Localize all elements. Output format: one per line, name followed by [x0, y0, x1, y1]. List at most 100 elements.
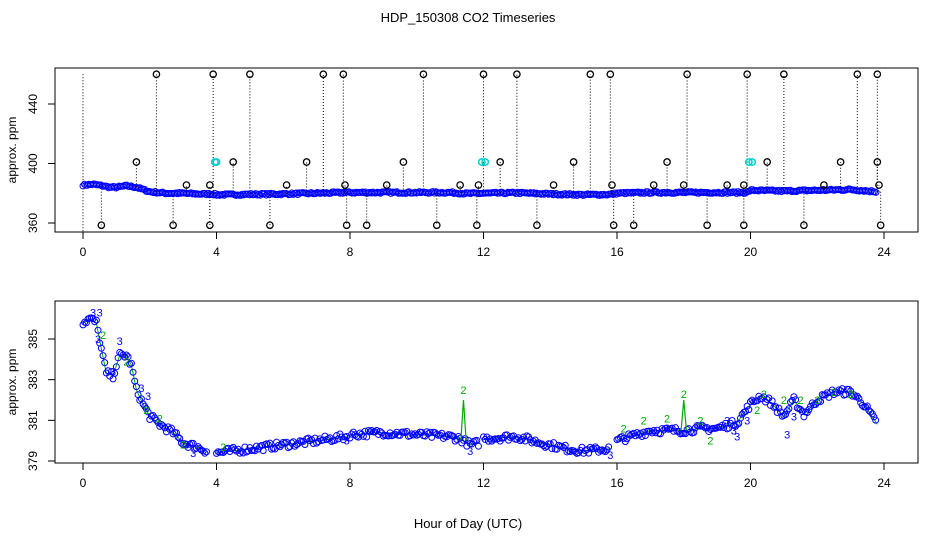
- top-outlier-near: [875, 181, 883, 189]
- bottom-data-point: [177, 439, 185, 447]
- bottom-data-point: [152, 416, 160, 424]
- bottom-ytick-label: 381: [26, 410, 40, 430]
- top-outlier-mid: [569, 158, 578, 166]
- bottom-data-label: 2: [220, 442, 226, 454]
- bottom-data-label: 2: [831, 387, 837, 399]
- bottom-data-label: 2: [781, 395, 787, 407]
- bottom-data-point: [111, 369, 119, 377]
- top-outlier-mid: [873, 158, 882, 166]
- bottom-data-point: [101, 359, 109, 367]
- bottom-data-label: 3: [95, 334, 101, 346]
- bottom-data-point: [92, 316, 100, 324]
- top-outlier-low: [205, 221, 214, 230]
- top-outlier-low: [876, 221, 885, 230]
- top-outlier-near: [649, 181, 658, 189]
- bottom-data-label: 2: [814, 395, 820, 407]
- bottom-data-label: 2: [848, 389, 854, 401]
- bottom-data-point: [736, 414, 744, 422]
- x-axis-label: Hour of Day (UTC): [414, 516, 522, 531]
- bottom-data-point: [308, 436, 316, 444]
- top-xtick-label: 12: [477, 245, 491, 259]
- bottom-data-point: [376, 427, 384, 435]
- bottom-data-point: [558, 442, 566, 450]
- bottom-data-label: 2: [761, 389, 767, 401]
- bottom-data-point: [641, 432, 649, 440]
- top-flag-point: [477, 158, 486, 166]
- top-outlier-high: [743, 70, 752, 79]
- bottom-data-point: [276, 443, 284, 451]
- bottom-data-label: 2: [157, 413, 163, 425]
- top-xtick-label: 16: [610, 245, 624, 259]
- top-outlier-low: [342, 221, 351, 230]
- top-flag-point: [481, 158, 490, 166]
- bottom-data-point: [867, 408, 875, 416]
- bottom-data-label: 2: [697, 415, 703, 427]
- top-outlier-high: [513, 70, 521, 79]
- bottom-data-point: [124, 353, 132, 361]
- top-outlier-low: [703, 221, 711, 230]
- bottom-xtick-label: 12: [477, 476, 491, 490]
- bottom-data-point: [690, 429, 698, 437]
- bottom-data-point: [850, 391, 858, 399]
- bottom-xtick-label: 16: [610, 476, 624, 490]
- bottom-data-point: [605, 443, 613, 451]
- bottom-data-label: 3: [110, 367, 116, 379]
- bottom-data-point: [625, 430, 633, 438]
- bottom-data-point: [161, 424, 169, 432]
- bottom-data-point: [670, 427, 678, 435]
- top-outlier-mid: [663, 158, 671, 166]
- top-outlier-low: [472, 221, 481, 230]
- bottom-data-point: [414, 430, 422, 438]
- bottom-data-point: [334, 435, 342, 443]
- bottom-data-label: 2: [180, 440, 186, 452]
- bottom-data-point: [319, 436, 327, 444]
- top-outlier-high: [319, 70, 328, 79]
- bottom-data-point: [172, 429, 180, 437]
- bottom-data-point: [213, 449, 220, 457]
- top-outlier-near: [282, 181, 291, 189]
- bottom-data-point: [548, 445, 556, 453]
- bottom-data-point: [743, 402, 751, 410]
- bottom-ytick-label: 383: [26, 369, 40, 389]
- top-outlier-high: [419, 70, 428, 79]
- bottom-data-point: [107, 368, 115, 376]
- bottom-data-point: [199, 447, 207, 455]
- bottom-data-label: 2: [460, 385, 466, 397]
- bottom-data-point: [251, 447, 259, 455]
- bottom-data-point: [748, 396, 756, 404]
- bottom-ytick-label: 379: [26, 451, 40, 471]
- top-outlier-high: [209, 70, 218, 79]
- bottom-data-point: [439, 434, 447, 442]
- bottom-data-point: [560, 443, 568, 451]
- bottom-data-point: [733, 420, 741, 428]
- bottom-data-point: [174, 433, 182, 441]
- bottom-data-point: [166, 425, 174, 433]
- bottom-data-point: [127, 359, 135, 367]
- bottom-data-point: [848, 392, 856, 400]
- top-outlier-mid: [229, 158, 238, 166]
- bottom-data-point: [686, 428, 694, 436]
- bottom-data-label: 3: [344, 436, 350, 448]
- bottom-data-point: [763, 396, 771, 404]
- bottom-data-point: [97, 344, 105, 352]
- top-xtick-label: 8: [347, 245, 354, 259]
- bottom-ytick-label: 385: [26, 329, 40, 349]
- bottom-data-point: [274, 442, 282, 450]
- bottom-data-point: [640, 428, 648, 436]
- bottom-data-point: [546, 440, 554, 448]
- bottom-data-point: [82, 319, 90, 327]
- bottom-data-point: [571, 448, 579, 456]
- bottom-data-point: [747, 398, 754, 406]
- bottom-data-label: 3: [791, 411, 797, 423]
- top-outlier-near: [723, 181, 731, 189]
- bottom-data-point: [838, 385, 846, 393]
- top-outlier-mid: [399, 158, 408, 166]
- top-outlier-low: [739, 221, 748, 230]
- top-outlier-mid: [836, 158, 845, 166]
- bottom-panel-frame: [54, 300, 919, 464]
- top-ylabel: approx. ppm: [5, 117, 19, 184]
- bottom-ylabel: approx. ppm: [5, 349, 19, 416]
- bottom-data-label: 3: [117, 336, 123, 348]
